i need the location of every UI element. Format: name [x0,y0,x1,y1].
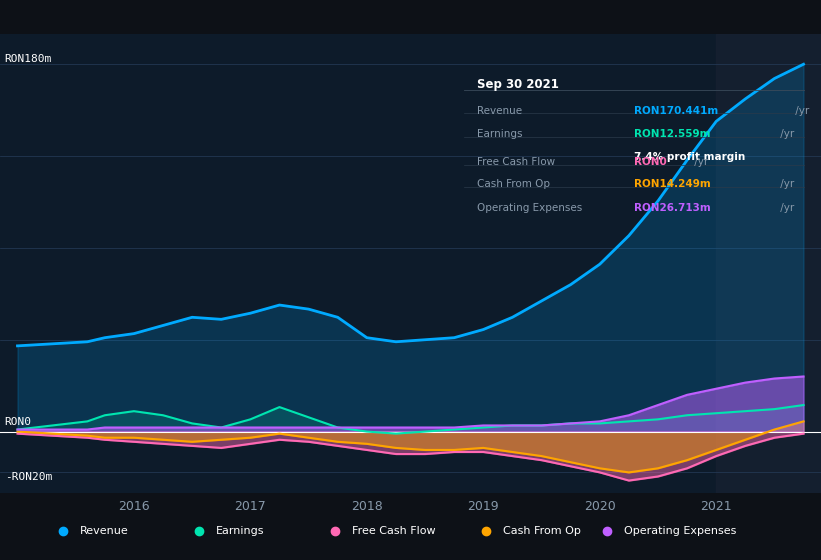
Text: Earnings: Earnings [216,526,264,535]
Text: RON0: RON0 [635,157,667,166]
Text: 7.4% profit margin: 7.4% profit margin [635,152,745,162]
Text: Cash From Op: Cash From Op [478,179,551,189]
Text: RON180m: RON180m [5,54,52,64]
Text: RON26.713m: RON26.713m [635,203,711,213]
Text: Cash From Op: Cash From Op [502,526,580,535]
Text: RON0: RON0 [5,418,32,427]
Text: Free Cash Flow: Free Cash Flow [478,157,556,166]
Text: /yr: /yr [777,179,795,189]
Text: /yr: /yr [777,203,795,213]
Text: Operating Expenses: Operating Expenses [478,203,583,213]
Text: RON170.441m: RON170.441m [635,105,718,115]
Text: Revenue: Revenue [80,526,128,535]
Text: Free Cash Flow: Free Cash Flow [351,526,435,535]
Text: -RON20m: -RON20m [5,473,52,482]
Text: RON12.559m: RON12.559m [635,129,711,139]
Text: /yr: /yr [777,129,795,139]
Text: RON14.249m: RON14.249m [635,179,711,189]
Text: Earnings: Earnings [478,129,523,139]
Text: Sep 30 2021: Sep 30 2021 [478,78,559,91]
Text: /yr: /yr [791,105,809,115]
Text: Revenue: Revenue [478,105,523,115]
Bar [716,34,821,493]
Text: Operating Expenses: Operating Expenses [623,526,736,535]
Text: /yr: /yr [691,157,709,166]
